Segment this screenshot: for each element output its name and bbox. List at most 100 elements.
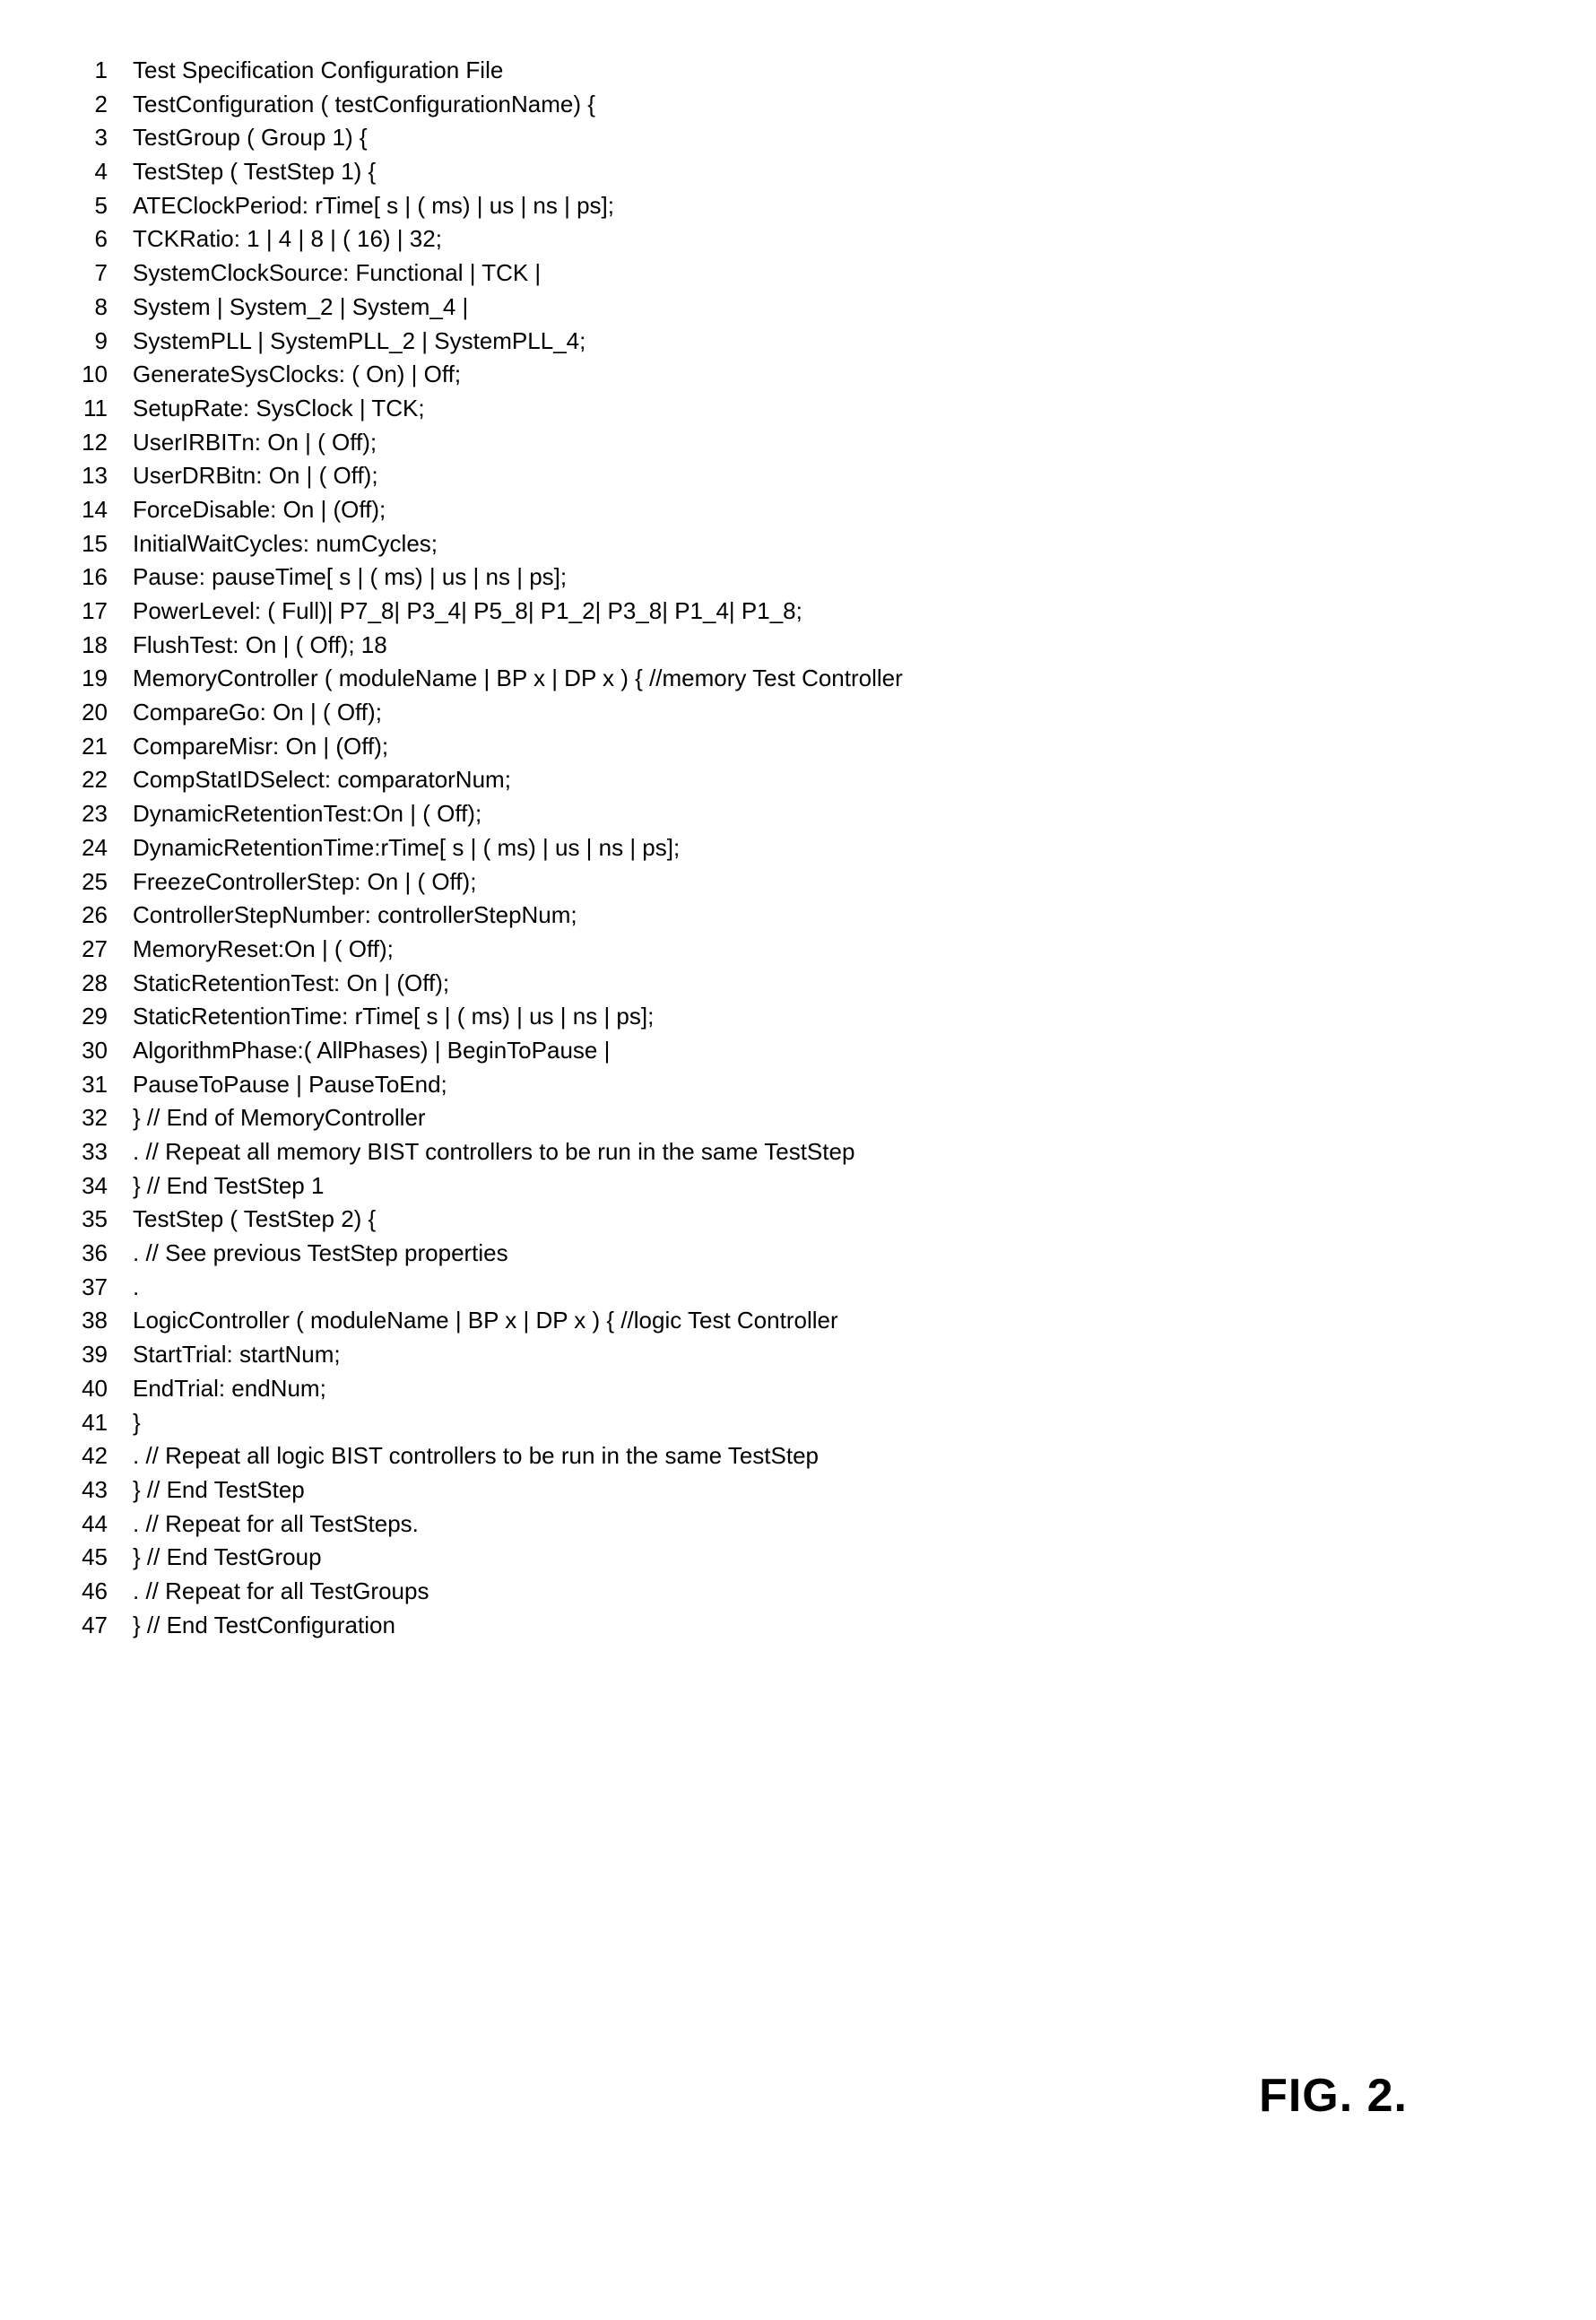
line-number: 20 (72, 696, 133, 730)
line-text: UserIRBITn: On | ( Off); (133, 426, 903, 460)
code-row: 15InitialWaitCycles: numCycles; (72, 527, 903, 561)
line-number: 25 (72, 865, 133, 899)
line-text: SystemPLL | SystemPLL_2 | SystemPLL_4; (133, 325, 903, 359)
line-text: ControllerStepNumber: controllerStepNum; (133, 899, 903, 933)
line-number: 42 (72, 1439, 133, 1473)
code-row: 35TestStep ( TestStep 2) { (72, 1203, 903, 1237)
line-text: StartTrial: startNum; (133, 1338, 903, 1372)
line-text: TestStep ( TestStep 1) { (133, 155, 903, 189)
line-number: 3 (72, 121, 133, 155)
line-number: 29 (72, 1000, 133, 1034)
line-number: 10 (72, 358, 133, 392)
code-row: 38LogicController ( moduleName | BP x | … (72, 1304, 903, 1338)
line-text: StaticRetentionTest: On | (Off); (133, 967, 903, 1001)
code-row: 37. (72, 1271, 903, 1305)
line-text: . // Repeat all logic BIST controllers t… (133, 1439, 903, 1473)
line-number: 32 (72, 1101, 133, 1135)
code-row: 41} (72, 1406, 903, 1440)
line-text: } (133, 1406, 903, 1440)
line-text: StaticRetentionTime: rTime[ s | ( ms) | … (133, 1000, 903, 1034)
line-number: 1 (72, 54, 133, 88)
line-text: CompareMisr: On | (Off); (133, 730, 903, 764)
line-text: DynamicRetentionTime:rTime[ s | ( ms) | … (133, 831, 903, 865)
code-row: 45} // End TestGroup (72, 1541, 903, 1575)
code-row: 10GenerateSysClocks: ( On) | Off; (72, 358, 903, 392)
code-row: 21CompareMisr: On | (Off); (72, 730, 903, 764)
line-number: 36 (72, 1237, 133, 1271)
line-text: LogicController ( moduleName | BP x | DP… (133, 1304, 903, 1338)
code-row: 30AlgorithmPhase:( AllPhases) | BeginToP… (72, 1034, 903, 1068)
line-number: 28 (72, 967, 133, 1001)
line-number: 21 (72, 730, 133, 764)
code-row: 13UserDRBitn: On | ( Off); (72, 459, 903, 493)
code-row: 3TestGroup ( Group 1) { (72, 121, 903, 155)
line-number: 5 (72, 189, 133, 223)
code-row: 6TCKRatio: 1 | 4 | 8 | ( 16) | 32; (72, 222, 903, 256)
code-row: 26ControllerStepNumber: controllerStepNu… (72, 899, 903, 933)
code-row: 18FlushTest: On | ( Off); 18 (72, 629, 903, 663)
line-number: 40 (72, 1372, 133, 1406)
line-number: 39 (72, 1338, 133, 1372)
line-number: 35 (72, 1203, 133, 1237)
line-number: 18 (72, 629, 133, 663)
code-row: 25FreezeControllerStep: On | ( Off); (72, 865, 903, 899)
line-text: . // Repeat for all TestSteps. (133, 1508, 903, 1542)
code-listing: 1Test Specification Configuration File2T… (72, 54, 903, 1642)
line-number: 31 (72, 1068, 133, 1102)
line-text: . // See previous TestStep properties (133, 1237, 903, 1271)
line-number: 12 (72, 426, 133, 460)
line-text: ATEClockPeriod: rTime[ s | ( ms) | us | … (133, 189, 903, 223)
code-row: 14ForceDisable: On | (Off); (72, 493, 903, 527)
line-number: 24 (72, 831, 133, 865)
line-text: TestStep ( TestStep 2) { (133, 1203, 903, 1237)
code-row: 29StaticRetentionTime: rTime[ s | ( ms) … (72, 1000, 903, 1034)
code-row: 43} // End TestStep (72, 1473, 903, 1508)
line-number: 19 (72, 662, 133, 696)
line-text: } // End TestStep (133, 1473, 903, 1508)
line-number: 27 (72, 933, 133, 967)
code-row: 19MemoryController ( moduleName | BP x |… (72, 662, 903, 696)
code-row: 22CompStatIDSelect: comparatorNum; (72, 763, 903, 797)
code-row: 4TestStep ( TestStep 1) { (72, 155, 903, 189)
code-row: 7SystemClockSource: Functional | TCK | (72, 256, 903, 291)
code-row: 33. // Repeat all memory BIST controller… (72, 1135, 903, 1169)
code-row: 42. // Repeat all logic BIST controllers… (72, 1439, 903, 1473)
code-row: 9SystemPLL | SystemPLL_2 | SystemPLL_4; (72, 325, 903, 359)
line-text: CompStatIDSelect: comparatorNum; (133, 763, 903, 797)
line-number: 30 (72, 1034, 133, 1068)
code-row: 1Test Specification Configuration File (72, 54, 903, 88)
line-number: 26 (72, 899, 133, 933)
line-text: UserDRBitn: On | ( Off); (133, 459, 903, 493)
code-row: 34} // End TestStep 1 (72, 1169, 903, 1203)
line-number: 8 (72, 291, 133, 325)
line-number: 41 (72, 1406, 133, 1440)
line-text: } // End TestStep 1 (133, 1169, 903, 1203)
line-text: SetupRate: SysClock | TCK; (133, 392, 903, 426)
line-text: CompareGo: On | ( Off); (133, 696, 903, 730)
line-number: 38 (72, 1304, 133, 1338)
line-text: TCKRatio: 1 | 4 | 8 | ( 16) | 32; (133, 222, 903, 256)
line-text: AlgorithmPhase:( AllPhases) | BeginToPau… (133, 1034, 903, 1068)
line-number: 2 (72, 88, 133, 122)
code-row: 12UserIRBITn: On | ( Off); (72, 426, 903, 460)
code-row: 27MemoryReset:On | ( Off); (72, 933, 903, 967)
code-row: 11SetupRate: SysClock | TCK; (72, 392, 903, 426)
code-row: 23DynamicRetentionTest:On | ( Off); (72, 797, 903, 831)
code-row: 40EndTrial: endNum; (72, 1372, 903, 1406)
line-text: SystemClockSource: Functional | TCK | (133, 256, 903, 291)
line-number: 44 (72, 1508, 133, 1542)
line-number: 46 (72, 1575, 133, 1609)
figure-label: FIG. 2. (1259, 2069, 1408, 2123)
code-row: 17PowerLevel: ( Full)| P7_8| P3_4| P5_8|… (72, 595, 903, 629)
line-text: InitialWaitCycles: numCycles; (133, 527, 903, 561)
line-text: System | System_2 | System_4 | (133, 291, 903, 325)
line-text: ForceDisable: On | (Off); (133, 493, 903, 527)
code-row: 28StaticRetentionTest: On | (Off); (72, 967, 903, 1001)
line-number: 6 (72, 222, 133, 256)
line-text: TestConfiguration ( testConfigurationNam… (133, 88, 903, 122)
line-number: 22 (72, 763, 133, 797)
code-row: 46. // Repeat for all TestGroups (72, 1575, 903, 1609)
code-row: 5ATEClockPeriod: rTime[ s | ( ms) | us |… (72, 189, 903, 223)
code-row: 20CompareGo: On | ( Off); (72, 696, 903, 730)
line-text: FlushTest: On | ( Off); 18 (133, 629, 903, 663)
